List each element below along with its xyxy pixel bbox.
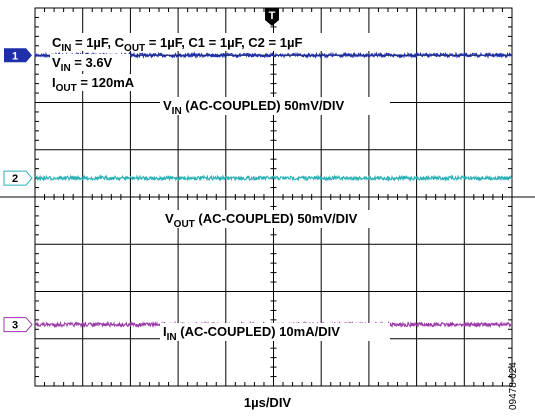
figure-id: 09478-024	[508, 362, 519, 410]
trigger-marker-label: T	[269, 10, 276, 22]
series-label-vout: VOUT (AC-COUPLED) 50mV/DIV	[162, 210, 402, 230]
channel-marker-number: 2	[12, 173, 18, 185]
trigger-marker: T	[265, 8, 279, 26]
svg-text:VOUT (AC-COUPLED) 50mV/DIV: VOUT (AC-COUPLED) 50mV/DIV	[165, 211, 358, 230]
svg-text:VIN (AC-COUPLED) 50mV/DIV: VIN (AC-COUPLED) 50mV/DIV	[163, 98, 345, 117]
svg-text:IIN (AC-COUPLED) 10mA/DIV: IIN (AC-COUPLED) 10mA/DIV	[163, 324, 340, 343]
channel-marker-1: 1	[4, 48, 32, 63]
series-label-iin: IIN (AC-COUPLED) 10mA/DIV	[160, 323, 390, 343]
channel-marker-3: 3	[3, 317, 33, 333]
x-axis-label: 1µs/DIV	[243, 395, 292, 410]
channel-marker-arrow	[26, 48, 32, 63]
series-label-vin: VIN (AC-COUPLED) 50mV/DIV	[160, 97, 390, 117]
trace-2	[34, 174, 513, 182]
channel-marker-number: 3	[12, 320, 18, 332]
channel-marker-box	[3, 317, 33, 333]
channel-marker-2: 2	[3, 170, 33, 186]
conditions-line-1: CIN = 1µF, COUT = 1µF, C1 = 1µF, C2 = 1µ…	[52, 35, 302, 54]
channel-marker-number: 1	[12, 50, 18, 62]
channel-marker-box	[3, 170, 33, 186]
channel-marker-box	[4, 48, 26, 63]
conditions-line-2: VIN = 3.6V	[52, 55, 113, 74]
conditions-line-3: IOUT = 120mA	[52, 75, 135, 94]
conditions-block: CIN = 1µF, COUT = 1µF, C1 = 1µF, C2 = 1µ…	[50, 33, 385, 94]
channel-markers: 1 2 3	[3, 48, 33, 333]
